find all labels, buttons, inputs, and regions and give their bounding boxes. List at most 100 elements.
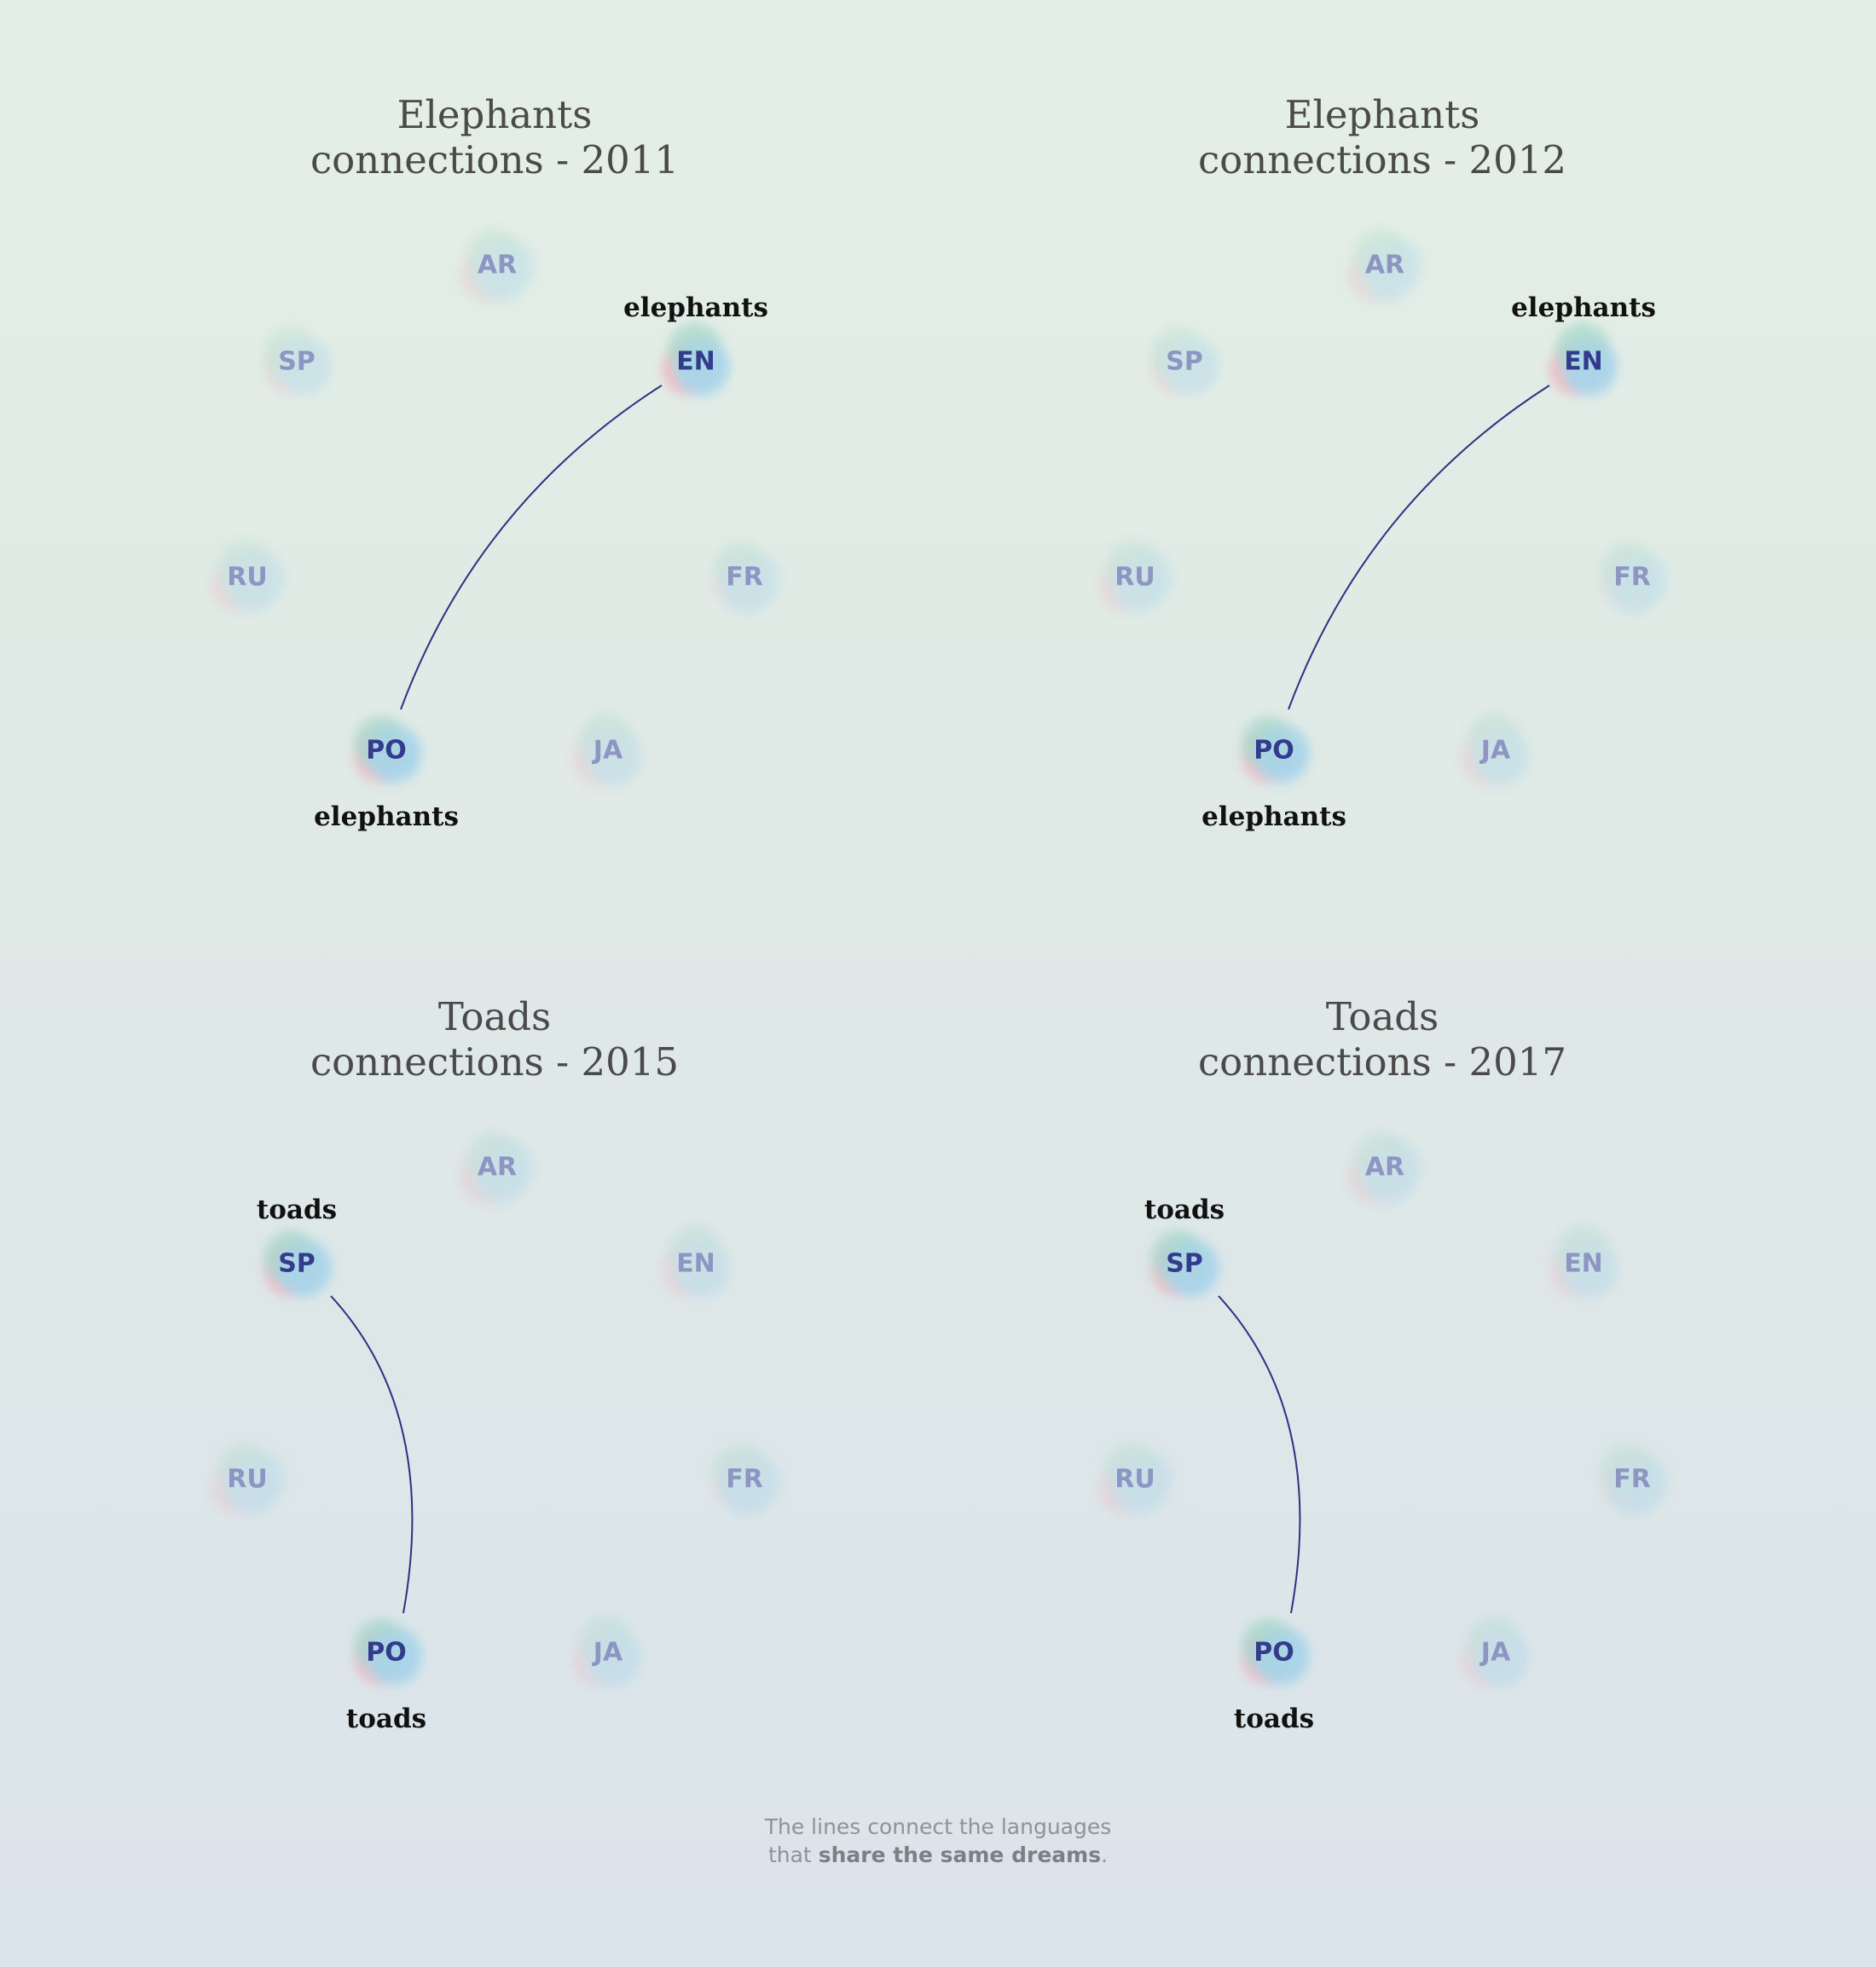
panel-title-line1: Elephants <box>1284 92 1480 137</box>
node-code: AR <box>1365 251 1404 281</box>
node-code: SP <box>278 1249 316 1279</box>
node-blob <box>573 713 641 786</box>
node-code: EN <box>676 1249 715 1279</box>
node-code: RU <box>1115 1465 1155 1495</box>
node-blob <box>1601 542 1669 616</box>
footer-line1: The lines connect the languages <box>764 1814 1112 1839</box>
language-node-sp[interactable]: SP <box>1151 1230 1219 1298</box>
language-node-ru[interactable]: RU <box>211 1443 286 1516</box>
connection-line <box>330 1295 414 1614</box>
language-node-po[interactable]: PO <box>1242 1618 1310 1686</box>
language-node-fr[interactable]: FR <box>1601 542 1669 616</box>
node-blob <box>1099 1443 1173 1516</box>
node-code: JA <box>592 1638 623 1668</box>
language-node-ja[interactable]: JA <box>1461 1615 1529 1688</box>
language-node-ru[interactable]: RU <box>211 541 286 614</box>
language-node-fr[interactable]: FR <box>713 1444 781 1518</box>
panel-title-line2: connections - 2015 <box>310 1039 680 1085</box>
node-code: JA <box>1479 736 1511 766</box>
word-label-from: toads <box>1144 1195 1225 1225</box>
word-label-to: elephants <box>314 801 459 832</box>
language-network: AR EN FR JA PO RU SP toads toads <box>211 1131 781 1734</box>
connection-line <box>1288 385 1550 710</box>
node-code: FR <box>1613 563 1651 593</box>
panel-title-line1: Toads <box>1325 994 1439 1039</box>
language-node-ru[interactable]: RU <box>1099 1443 1173 1516</box>
language-node-fr[interactable]: FR <box>713 542 781 616</box>
language-node-ar[interactable]: AR <box>1348 229 1422 303</box>
node-blob <box>1549 323 1618 396</box>
word-label-to: toads <box>346 1704 426 1734</box>
language-node-ja[interactable]: JA <box>573 1615 641 1688</box>
footer-note: The lines connect the languages that sha… <box>0 1813 1876 1869</box>
node-code: PO <box>1254 736 1294 766</box>
panel-title: Elephants connections - 2012 <box>913 92 1851 182</box>
footer-line2-prefix: that <box>767 1843 819 1867</box>
node-blob <box>460 1131 535 1205</box>
language-node-fr[interactable]: FR <box>1601 1444 1669 1518</box>
footer-emphasis: share the same dreams <box>818 1843 1102 1867</box>
language-node-sp[interactable]: SP <box>263 328 332 396</box>
language-network: AR EN FR JA PO RU SP elephants elephants <box>211 229 781 832</box>
node-code: AR <box>1365 1153 1404 1183</box>
node-code: JA <box>1479 1638 1511 1668</box>
panel-title: Toads connections - 2015 <box>26 994 964 1085</box>
node-blob <box>211 541 286 614</box>
panel-title-line2: connections - 2017 <box>1197 1039 1567 1085</box>
node-code: EN <box>1564 1249 1603 1279</box>
node-blob <box>1099 541 1173 614</box>
panel-title-line1: Elephants <box>397 92 593 137</box>
language-node-en[interactable]: EN <box>662 323 730 396</box>
node-code: EN <box>676 347 715 377</box>
language-network: AR EN FR JA PO RU SP elephants elephants <box>1099 229 1669 832</box>
language-node-ar[interactable]: AR <box>460 1131 535 1205</box>
node-blob <box>1242 1618 1310 1686</box>
language-node-po[interactable]: PO <box>354 716 422 784</box>
language-node-en[interactable]: EN <box>1549 323 1618 396</box>
node-code: SP <box>278 347 316 377</box>
panel-title-line2: connections - 2011 <box>310 137 680 182</box>
word-label-to: toads <box>1234 1704 1314 1734</box>
panel-title: Toads connections - 2017 <box>913 994 1851 1085</box>
node-blob <box>1151 328 1219 396</box>
language-network: AR EN FR JA PO RU SP toads toads <box>1099 1131 1669 1734</box>
node-blob <box>354 716 422 784</box>
node-code: AR <box>478 1153 517 1183</box>
language-node-ru[interactable]: RU <box>1099 541 1173 614</box>
connection-line <box>400 385 663 710</box>
footer-line2: that share the same dreams. <box>0 1841 1876 1869</box>
language-node-sp[interactable]: SP <box>1151 328 1219 396</box>
node-blob <box>1461 713 1529 786</box>
language-node-ar[interactable]: AR <box>1348 1131 1422 1205</box>
language-node-ar[interactable]: AR <box>460 229 535 303</box>
language-node-po[interactable]: PO <box>354 1618 422 1686</box>
node-blob <box>211 1443 286 1516</box>
node-code: PO <box>1254 1638 1294 1668</box>
language-node-en[interactable]: EN <box>1549 1225 1618 1299</box>
panel-elephants-2011: Elephants connections - 2011 AR EN FR JA PO R… <box>26 0 964 895</box>
panel-title-line2: connections - 2012 <box>1197 137 1567 182</box>
node-blob <box>662 1225 730 1299</box>
language-node-po[interactable]: PO <box>1242 716 1310 784</box>
node-blob <box>1348 229 1422 303</box>
node-blob <box>1151 1230 1219 1298</box>
language-node-en[interactable]: EN <box>662 1225 730 1299</box>
node-blob <box>354 1618 422 1686</box>
node-code: EN <box>1564 347 1603 377</box>
node-blob <box>1461 1615 1529 1688</box>
node-code: SP <box>1166 347 1203 377</box>
panel-toads-2015: Toads connections - 2015 AR EN FR JA PO RU SP t… <box>26 902 964 1797</box>
node-blob <box>263 328 332 396</box>
language-node-ja[interactable]: JA <box>573 713 641 786</box>
node-code: AR <box>478 251 517 281</box>
node-blob <box>713 542 781 616</box>
word-label-to: elephants <box>1201 801 1346 832</box>
node-code: JA <box>592 736 623 766</box>
node-blob <box>662 323 730 396</box>
panel-toads-2017: Toads connections - 2017 AR EN FR JA PO RU SP t… <box>913 902 1851 1797</box>
panel-title: Elephants connections - 2011 <box>26 92 964 182</box>
language-node-ja[interactable]: JA <box>1461 713 1529 786</box>
node-code: FR <box>1613 1465 1651 1495</box>
word-label-from: elephants <box>1511 292 1656 323</box>
language-node-sp[interactable]: SP <box>263 1230 332 1298</box>
